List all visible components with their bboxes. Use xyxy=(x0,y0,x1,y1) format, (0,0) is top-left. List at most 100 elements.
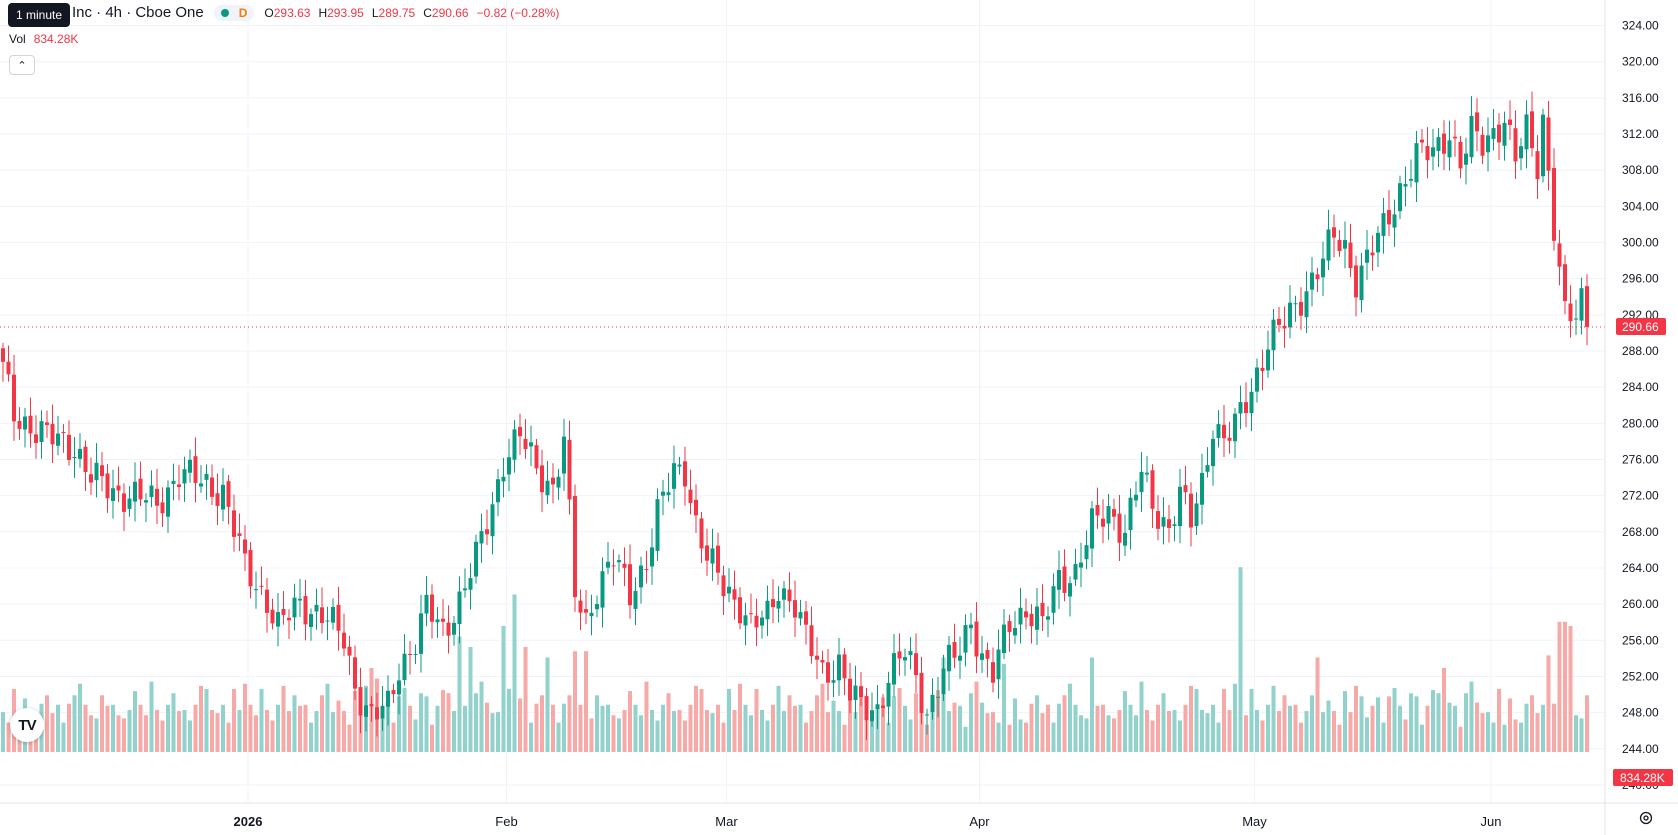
candle xyxy=(276,592,280,647)
time-tick-label: May xyxy=(1242,814,1267,829)
candle-body xyxy=(1370,252,1375,256)
candle-body xyxy=(974,621,979,657)
candle-body xyxy=(1073,564,1078,580)
candle-body xyxy=(127,498,132,509)
candle xyxy=(754,598,759,647)
candle xyxy=(105,464,110,513)
volume-bar xyxy=(1370,705,1375,752)
candle-body xyxy=(45,422,49,426)
candle-body xyxy=(155,488,159,506)
volume-bar xyxy=(886,722,891,752)
volume-bar xyxy=(853,712,858,752)
volume-bar xyxy=(1524,703,1529,752)
candle xyxy=(89,457,93,495)
candle-body xyxy=(336,604,341,631)
volume-bar xyxy=(1541,704,1545,752)
candle xyxy=(804,600,808,645)
candle-body xyxy=(1585,286,1589,327)
candle xyxy=(342,613,346,657)
gear-icon[interactable] xyxy=(1638,810,1654,826)
volume-bar xyxy=(1068,683,1072,752)
volume-bar xyxy=(1442,668,1446,752)
collapse-legend-button[interactable]: ⌃ xyxy=(9,55,35,75)
candle xyxy=(683,446,687,506)
candle-body xyxy=(1255,367,1259,392)
candle-body xyxy=(490,504,495,537)
candle xyxy=(738,587,742,630)
candle-body xyxy=(1205,465,1210,472)
candle xyxy=(672,445,676,509)
market-status[interactable]: D xyxy=(213,4,255,21)
volume-bar xyxy=(490,713,495,752)
candle xyxy=(1222,404,1226,457)
volume-bar xyxy=(782,711,786,752)
candle xyxy=(188,449,192,483)
candle xyxy=(204,464,209,500)
candle xyxy=(1095,487,1100,529)
volume-bar xyxy=(138,704,143,752)
candle-body xyxy=(1156,511,1160,529)
candle xyxy=(655,488,660,562)
candle xyxy=(1189,482,1193,547)
candle xyxy=(78,433,82,468)
tradingview-logo[interactable]: TV xyxy=(10,708,44,742)
volume-bar xyxy=(171,693,176,752)
candle xyxy=(985,642,990,678)
symbol-title[interactable]: Inc · 4h · Cboe One xyxy=(72,4,204,21)
volume-bar xyxy=(1233,683,1237,752)
candle xyxy=(1574,299,1578,335)
volume-bar xyxy=(325,683,330,752)
candle xyxy=(155,468,159,525)
candle-body xyxy=(1315,274,1320,280)
candle xyxy=(160,487,165,527)
candle-body xyxy=(1194,503,1199,527)
low-label: L xyxy=(371,5,379,20)
candle-body xyxy=(639,565,643,588)
candle xyxy=(298,578,302,618)
candle xyxy=(265,578,269,633)
candle xyxy=(606,542,610,575)
volume-bar xyxy=(958,705,962,752)
candle-body xyxy=(287,617,291,621)
volume-bar xyxy=(1227,710,1232,752)
candle-body xyxy=(1348,242,1353,269)
volume-bar xyxy=(430,724,434,752)
volume-bar xyxy=(936,690,940,752)
volume-bar xyxy=(980,702,984,752)
candle-body xyxy=(111,488,115,501)
candle-body xyxy=(39,421,44,442)
candle-body xyxy=(1299,301,1303,316)
candle xyxy=(56,415,60,456)
candle-body xyxy=(441,618,445,622)
candle-body xyxy=(1051,586,1056,613)
volume-bar xyxy=(584,651,588,752)
candle-body xyxy=(210,477,214,497)
candle-body xyxy=(1227,437,1232,441)
volume-bar xyxy=(468,647,473,752)
volume-bar xyxy=(1051,722,1056,752)
candle xyxy=(39,410,44,459)
volume-bar xyxy=(688,704,693,752)
candle xyxy=(969,612,973,645)
candle-body xyxy=(936,696,940,698)
candle xyxy=(441,599,445,637)
candle-body xyxy=(452,622,456,635)
volume-bar xyxy=(1315,657,1320,752)
volume-bar xyxy=(996,722,1001,752)
candle-body xyxy=(457,591,462,624)
candle-body xyxy=(1403,184,1408,187)
candle xyxy=(61,424,66,453)
candle-body xyxy=(903,657,907,661)
candle-body xyxy=(199,483,203,487)
candle-body xyxy=(72,456,77,459)
volume-bar xyxy=(1557,621,1562,752)
candle-body xyxy=(61,431,66,434)
candle xyxy=(6,345,11,382)
candle-body xyxy=(1293,303,1298,305)
candle-body xyxy=(331,606,335,623)
candle-body xyxy=(1354,265,1358,298)
candle xyxy=(1431,129,1435,171)
candle-body xyxy=(342,632,346,649)
